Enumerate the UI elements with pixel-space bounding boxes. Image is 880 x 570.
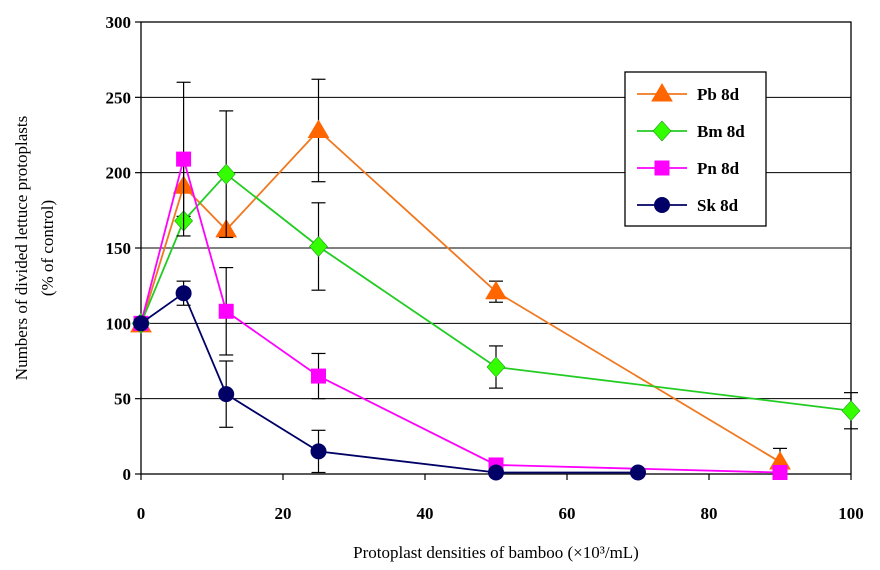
data-point	[218, 303, 234, 319]
data-point	[488, 464, 504, 481]
data-point	[176, 151, 192, 167]
legend-label: Bm 8d	[697, 122, 745, 141]
x-tick-label: 40	[417, 504, 434, 523]
legend-marker	[654, 197, 670, 213]
x-tick-label: 20	[275, 504, 292, 523]
data-point	[630, 464, 646, 481]
y-axis-subtitle: (% of control)	[38, 200, 57, 296]
legend-label: Pb 8d	[697, 85, 740, 104]
y-tick-label: 300	[106, 13, 132, 32]
data-point	[218, 386, 235, 403]
y-axis-ticks: 0 50 100 150 200 250 300	[106, 13, 141, 484]
x-tick-label: 100	[838, 504, 864, 523]
legend-marker	[652, 120, 672, 142]
series-line	[140, 155, 781, 474]
data-point	[216, 163, 236, 185]
series-line	[140, 129, 781, 463]
y-tick-label: 50	[114, 390, 131, 409]
x-tick-label: 60	[559, 504, 576, 523]
data-point	[485, 280, 507, 300]
legend-marker	[654, 160, 670, 176]
series-layer	[130, 78, 861, 481]
data-point	[310, 443, 327, 460]
legend-item: Sk 8d	[637, 196, 739, 215]
data-point	[309, 236, 328, 257]
x-axis-title: Protoplast densities of bamboo (×10³/mL)	[353, 543, 639, 562]
legend-marker	[651, 83, 673, 102]
series-line	[140, 172, 852, 412]
y-tick-label: 150	[106, 239, 132, 258]
legend: Pb 8d Bm 8d Pn 8d Sk 8d	[624, 71, 767, 227]
data-point	[307, 119, 330, 138]
y-tick-label: 250	[106, 88, 132, 107]
y-tick-label: 200	[106, 164, 132, 183]
x-axis-ticks: 0 20 40 60 80 100	[137, 474, 864, 523]
legend-label: Sk 8d	[697, 196, 739, 215]
legend-label: Pn 8d	[697, 159, 740, 178]
data-point	[772, 464, 788, 480]
legend-item: Pb 8d	[637, 83, 740, 104]
x-tick-label: 80	[701, 504, 718, 523]
x-tick-label: 0	[137, 504, 146, 523]
y-tick-label: 100	[106, 314, 132, 333]
data-point	[311, 368, 326, 384]
data-point	[133, 315, 149, 332]
data-point	[486, 356, 506, 378]
legend-item: Pn 8d	[637, 159, 740, 178]
series-line	[140, 291, 638, 474]
data-point	[175, 285, 192, 302]
legend-item: Bm 8d	[637, 120, 745, 142]
y-axis-title: Numbers of divided lettuce protoplasts	[12, 116, 31, 380]
data-point	[841, 400, 861, 422]
legend-box	[624, 71, 767, 227]
y-tick-label: 0	[123, 465, 132, 484]
series-sk-8d	[133, 280, 646, 481]
